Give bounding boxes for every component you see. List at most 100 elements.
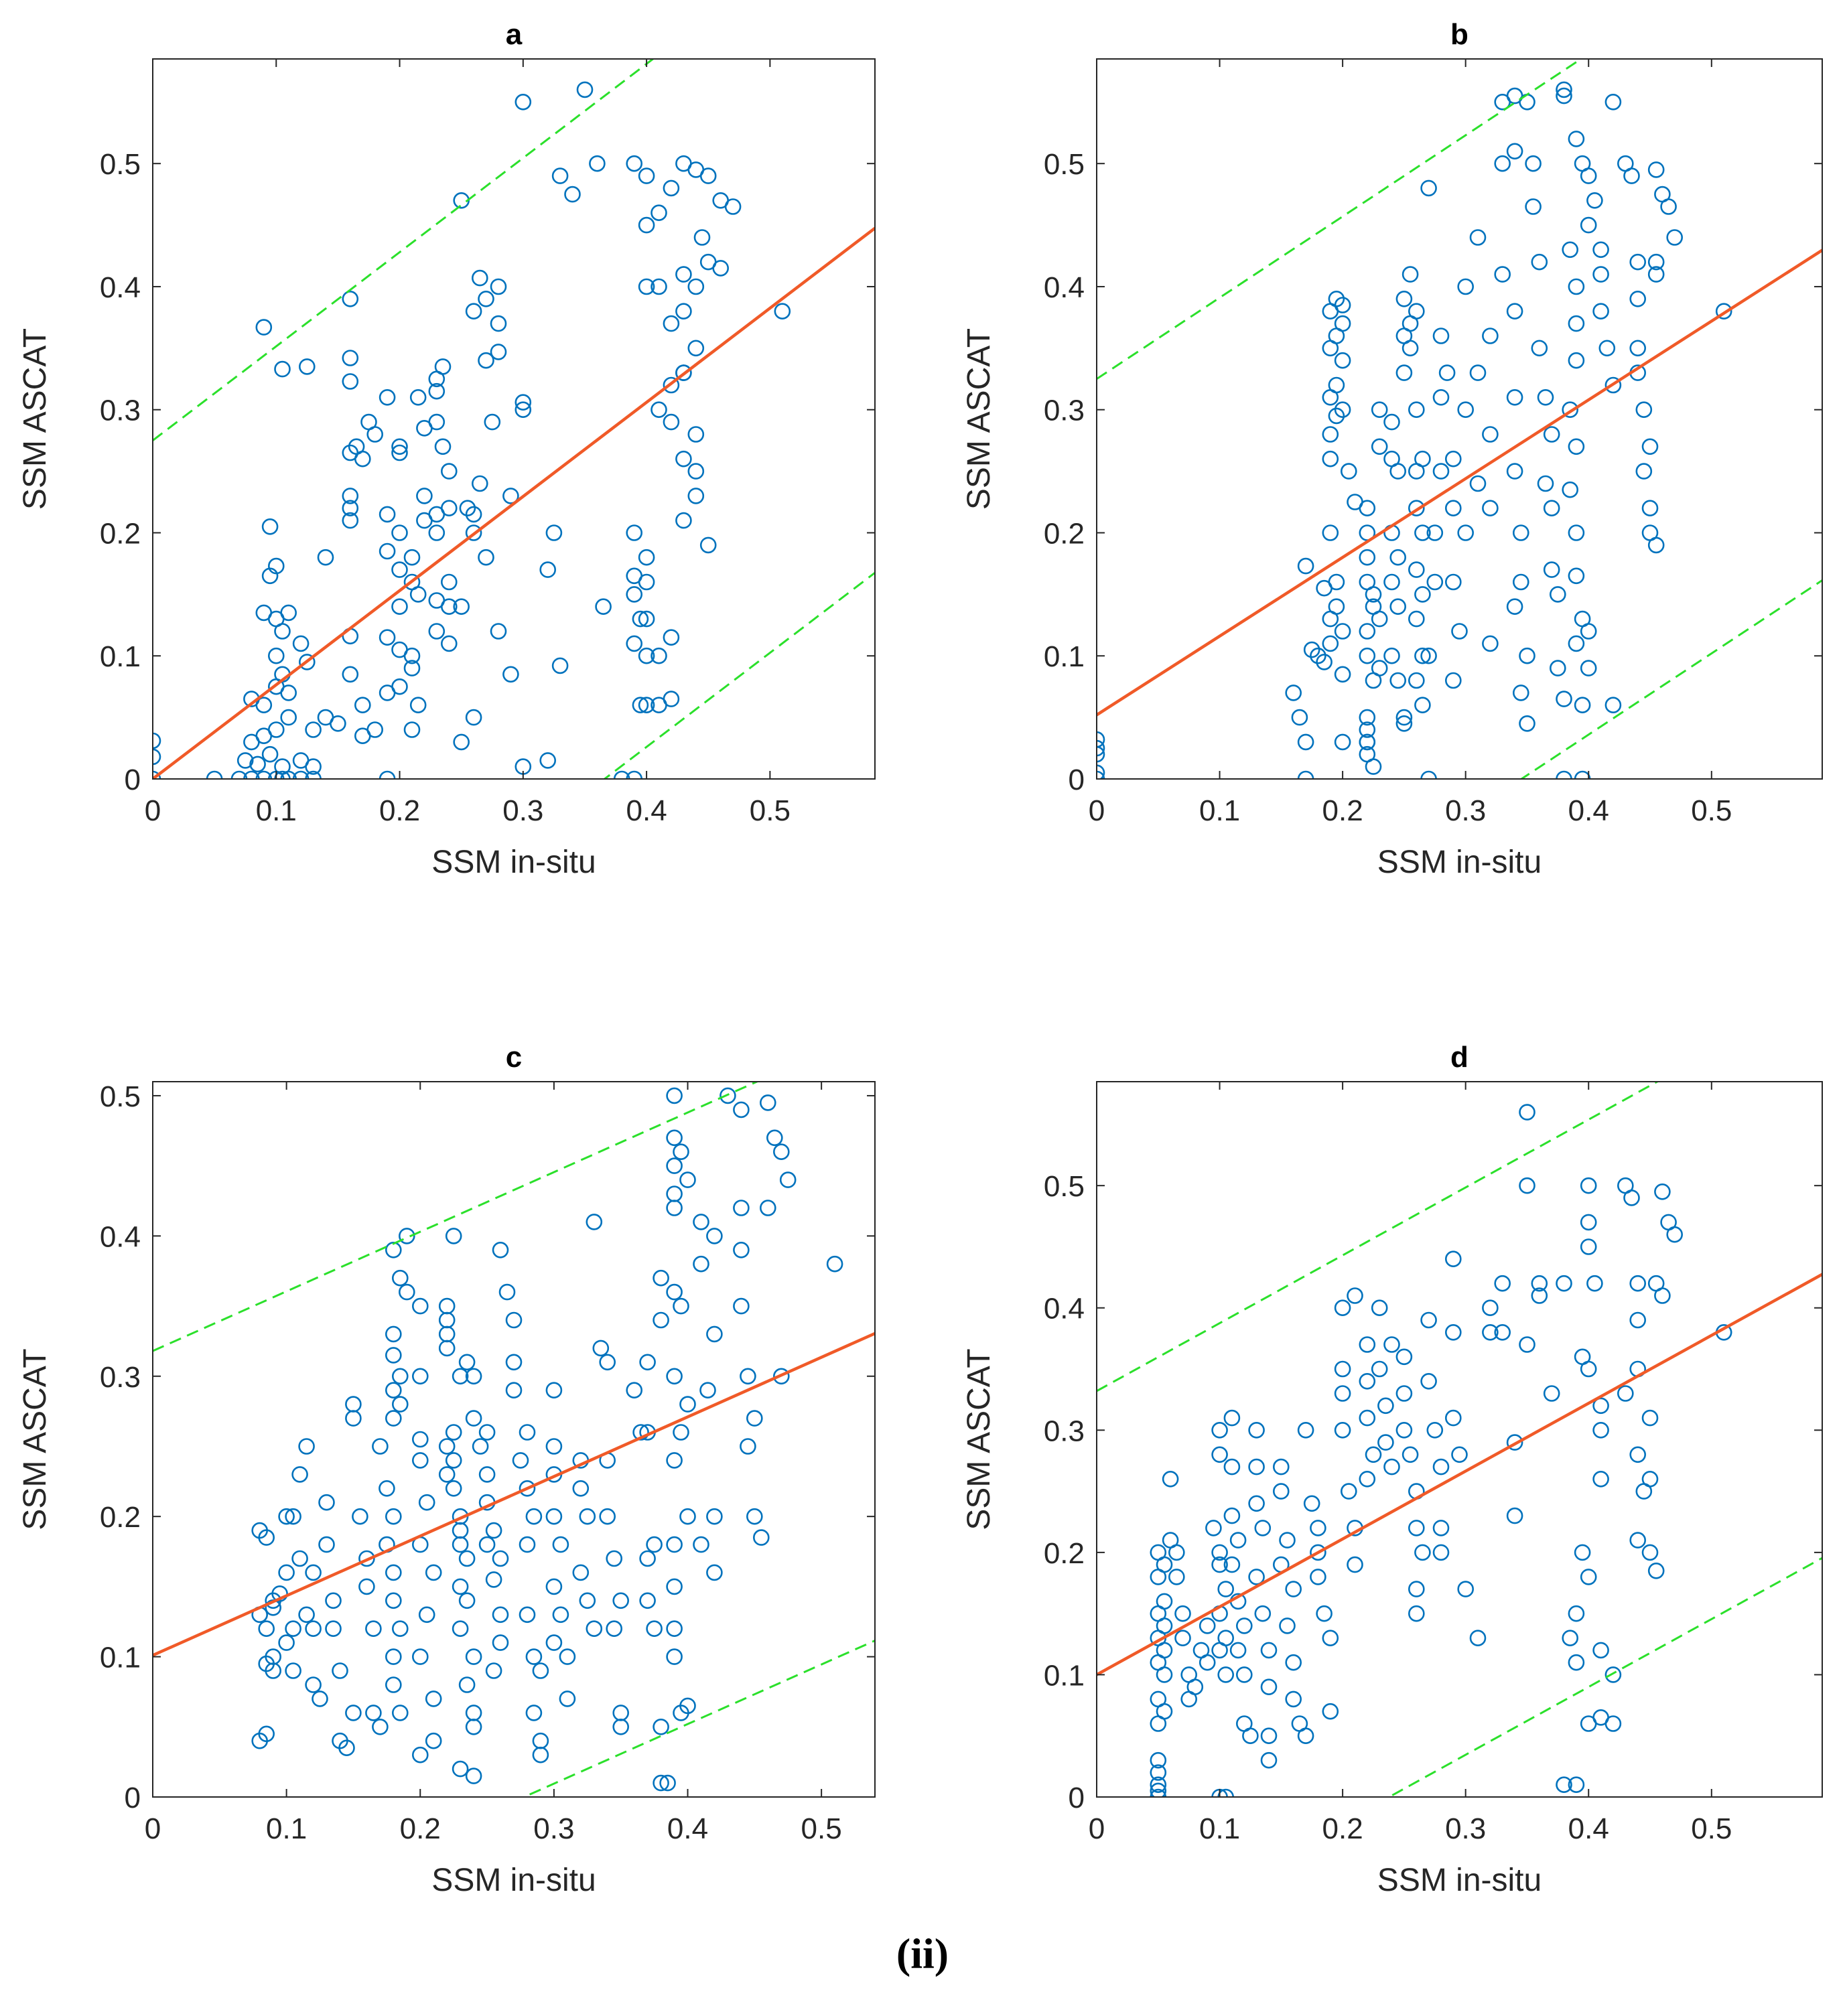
chart-c-point-134: [552, 1606, 569, 1624]
chart-a-point-90: [434, 358, 452, 375]
chart-a-ytick-label: 0.5: [100, 148, 141, 181]
chart-b-point-134: [1550, 660, 1566, 676]
chart-c-point-120: [525, 1508, 543, 1525]
chart-c-point-63: [411, 1368, 429, 1385]
chart-c-fit-line: [153, 1331, 875, 1657]
chart-a-point-102: [465, 506, 482, 523]
chart-b-point-94: [1445, 450, 1462, 467]
chart-b-point-156: [1586, 192, 1603, 209]
chart-c-point-30: [332, 1662, 348, 1679]
chart-d-point-0: [1150, 1788, 1167, 1797]
chart-c-point-24: [305, 1676, 322, 1693]
chart-d-point-119: [1457, 1581, 1474, 1597]
chart-c-point-103: [478, 1466, 496, 1483]
chart-d-point-38: [1211, 1642, 1228, 1659]
chart-c-point-14: [278, 1564, 295, 1581]
chart-d-point-73: [1297, 1422, 1314, 1439]
chart-d-point-90: [1359, 1373, 1376, 1390]
chart-b-point-143: [1562, 401, 1578, 419]
chart-a-point-100: [465, 709, 482, 726]
chart-c-point-161: [646, 1620, 663, 1637]
chart-d-point-111: [1426, 1422, 1444, 1439]
chart-b-axes-box: [1096, 58, 1823, 780]
chart-b-point-37: [1359, 500, 1376, 517]
chart-c-point-192: [706, 1508, 723, 1525]
chart-b-point-3: [1097, 739, 1105, 757]
chart-c-point-121: [519, 1536, 536, 1553]
chart-d-point-98: [1383, 1458, 1400, 1475]
chart-a-point-52: [342, 488, 359, 504]
chart-b-point-9: [1297, 770, 1314, 779]
chart-a-point-144: [626, 567, 643, 585]
chart-d-point-121: [1482, 1299, 1499, 1316]
chart-c-point-110: [492, 1634, 509, 1651]
chart-a-point-72: [379, 629, 396, 646]
chart-b-point-179: [1666, 229, 1683, 246]
chart-a-point-63: [391, 438, 408, 455]
chart-c-point-131: [545, 1508, 563, 1525]
chart-c-point-148: [599, 1508, 616, 1525]
chart-d-point-150: [1592, 1642, 1609, 1659]
chart-d-point-145: [1580, 1360, 1597, 1378]
chart-c-point-127: [532, 1746, 549, 1763]
chart-d-point-89: [1359, 1336, 1376, 1353]
chart-d-fit-line: [1097, 1273, 1822, 1676]
chart-c-point-172: [666, 1087, 683, 1104]
chart-c-point-69: [418, 1606, 435, 1624]
chart-c-point-209: [773, 1368, 790, 1385]
chart-a-point-164: [675, 303, 692, 320]
chart-a-point-153: [663, 315, 680, 332]
chart-a-point-82: [416, 512, 433, 529]
chart-c-point-50: [385, 1676, 402, 1693]
chart-c-point-154: [626, 1382, 643, 1398]
chart-c-point-153: [612, 1719, 630, 1735]
chart-c-point-206: [773, 1143, 790, 1160]
chart-b-point-153: [1574, 770, 1591, 779]
chart-d-point-29: [1199, 1654, 1216, 1671]
chart-c-point-204: [760, 1094, 776, 1111]
chart-a-point-64: [379, 506, 396, 523]
chart-a-point-149: [638, 216, 655, 234]
chart-b-point-24: [1328, 407, 1345, 425]
chart-b-point-101: [1457, 524, 1474, 541]
chart-b-point-18: [1334, 733, 1351, 751]
chart-d-point-32: [1211, 1422, 1228, 1439]
chart-c-point-176: [679, 1396, 696, 1413]
chart-b-point-102: [1469, 475, 1487, 492]
chart-a-point-39: [298, 358, 316, 375]
chart-b-point-136: [1556, 81, 1572, 98]
chart-c-point-175: [666, 1368, 683, 1385]
chart-c-point-198: [733, 1242, 750, 1258]
chart-d-point-93: [1359, 1471, 1376, 1488]
chart-c-point-109: [492, 1606, 509, 1624]
chart-a-ytick-label: 0.3: [100, 394, 141, 427]
chart-c-xtick-label: 0.1: [266, 1812, 307, 1845]
chart-a-point-150: [663, 179, 680, 197]
chart-c-point-70: [411, 1648, 429, 1665]
chart-a-point-75: [403, 660, 421, 676]
chart-a-point-114: [502, 488, 519, 504]
chart-c-point-55: [385, 1382, 402, 1398]
chart-c-point-25: [312, 1690, 328, 1707]
chart-b-point-11: [1316, 654, 1332, 670]
chart-a-point-74: [403, 647, 421, 664]
chart-d-point-58: [1254, 1605, 1272, 1622]
chart-d-point-84: [1334, 1422, 1351, 1439]
chart-a-point-68: [391, 561, 408, 578]
chart-b-point-10: [1310, 647, 1326, 664]
chart-d-point-141: [1580, 1214, 1597, 1231]
chart-d-point-91: [1359, 1409, 1376, 1427]
chart-a-point-5: [243, 770, 260, 779]
chart-c-point-18: [291, 1466, 308, 1483]
chart-c-point-82: [445, 1480, 462, 1497]
chart-d-point-64: [1273, 1483, 1290, 1500]
chart-c-point-178: [666, 1452, 683, 1469]
panel-b: 0 0.1 0.2 0.3 0.4 0.5 0 0.1 0.2 0.3 0.4 0.5 b SSM in-…: [961, 18, 1823, 880]
chart-d-point-108: [1408, 1605, 1425, 1622]
chart-d-point-62: [1260, 1751, 1278, 1769]
chart-b-point-54: [1371, 401, 1388, 419]
chart-c-point-137: [559, 1690, 576, 1707]
chart-c-point-173: [666, 1283, 683, 1301]
chart-a-point-43: [330, 715, 346, 732]
chart-c-point-201: [746, 1410, 763, 1427]
